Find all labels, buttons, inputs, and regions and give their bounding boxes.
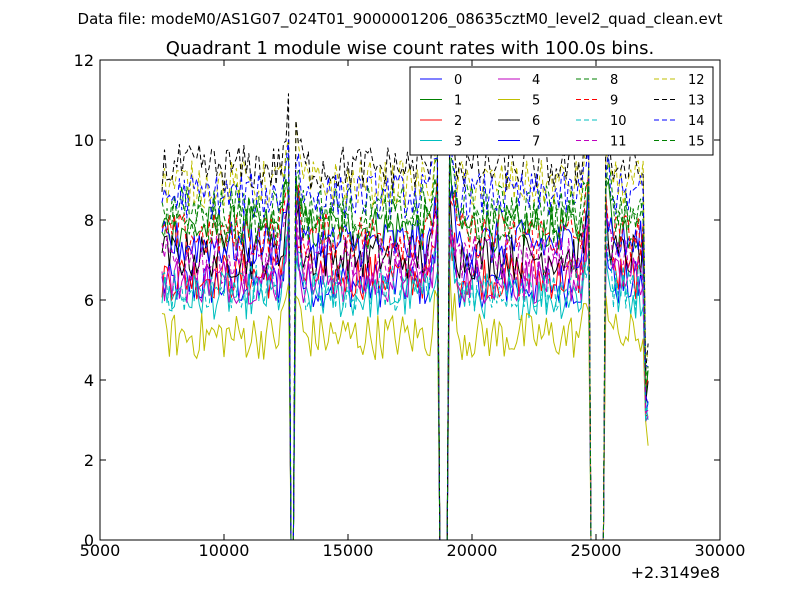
legend-label-10: 10	[610, 114, 627, 129]
x-tick-label: 30000	[695, 541, 746, 560]
x-tick-label: 5000	[80, 541, 121, 560]
series-line-14	[161, 126, 649, 540]
series-line-13	[161, 93, 649, 540]
series-group	[161, 93, 649, 540]
series-line-5	[161, 266, 649, 540]
series-line-12	[161, 110, 649, 540]
series-line-11	[161, 197, 649, 540]
x-offset-label: +2.3149e8	[631, 563, 720, 582]
x-axis: 5000 10000 15000 20000 25000 30000	[80, 60, 746, 560]
series-line-10	[161, 214, 649, 540]
x-tick-label: 15000	[323, 541, 374, 560]
chart-suptitle: Data file: modeM0/AS1G07_024T01_90000012…	[78, 10, 723, 29]
y-tick-label: 8	[84, 211, 94, 230]
legend-label-6: 6	[532, 114, 540, 129]
legend-label-11: 11	[610, 135, 627, 150]
legend-label-9: 9	[610, 94, 618, 109]
x-tick-label: 10000	[199, 541, 250, 560]
legend-label-4: 4	[532, 73, 540, 88]
chart-title: Quadrant 1 module wise count rates with …	[166, 38, 655, 59]
y-tick-label: 10	[74, 131, 94, 150]
legend-label-8: 8	[610, 73, 618, 88]
series-line-6	[161, 190, 649, 540]
legend-label-1: 1	[454, 94, 462, 109]
y-tick-label: 6	[84, 291, 94, 310]
y-tick-label: 4	[84, 371, 94, 390]
x-tick-label: 20000	[447, 541, 498, 560]
x-tick-label: 25000	[571, 541, 622, 560]
legend-label-14: 14	[688, 114, 705, 129]
y-tick-label: 12	[74, 51, 94, 70]
series-line-2	[161, 217, 649, 540]
legend-label-12: 12	[688, 73, 705, 88]
y-tick-label: 2	[84, 451, 94, 470]
legend-label-7: 7	[532, 135, 540, 150]
series-line-1	[161, 155, 649, 540]
series-line-0	[161, 222, 649, 540]
y-tick-label: 0	[84, 531, 94, 550]
legend-label-3: 3	[454, 135, 462, 150]
legend-label-5: 5	[532, 94, 540, 109]
legend-label-2: 2	[454, 114, 462, 129]
legend-label-13: 13	[688, 94, 705, 109]
legend-label-0: 0	[454, 73, 462, 88]
legend-label-15: 15	[688, 135, 705, 150]
series-line-9	[161, 177, 649, 540]
series-line-15	[161, 159, 649, 540]
